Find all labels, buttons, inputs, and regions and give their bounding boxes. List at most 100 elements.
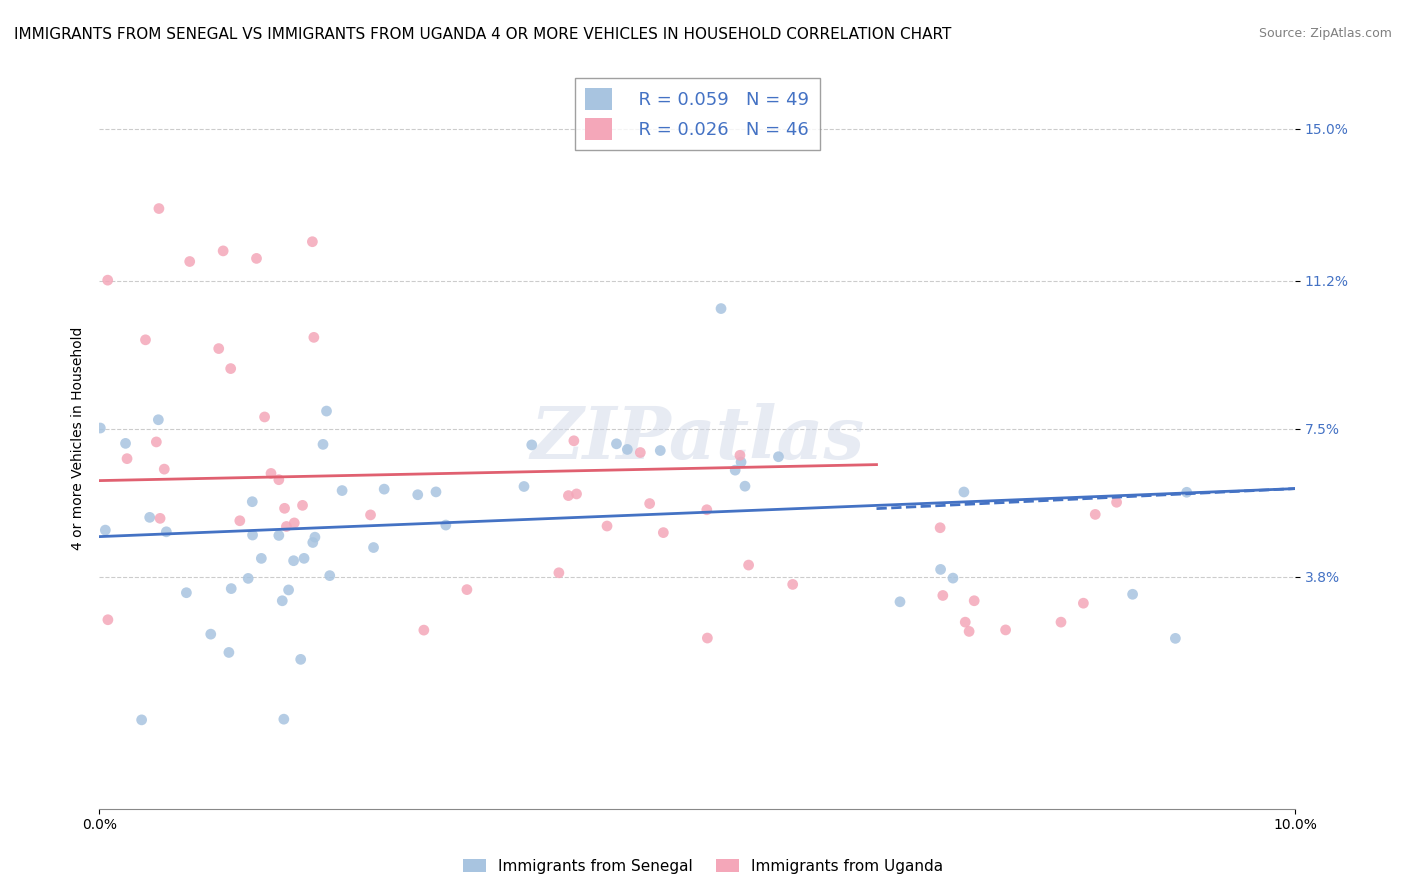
Point	[994, 623, 1017, 637]
Point	[652, 525, 675, 540]
Point	[148, 413, 170, 427]
Point	[245, 252, 267, 266]
Point	[557, 489, 579, 503]
Point	[547, 566, 569, 580]
Point	[696, 631, 718, 645]
Point	[425, 484, 447, 499]
Point	[153, 462, 176, 476]
Point	[963, 593, 986, 607]
Point	[301, 535, 323, 549]
Point	[513, 479, 536, 493]
Text: ZIPatlas: ZIPatlas	[530, 403, 865, 475]
Point	[155, 524, 177, 539]
Point	[97, 613, 120, 627]
Point	[304, 530, 326, 544]
Point	[1084, 508, 1107, 522]
Text: IMMIGRANTS FROM SENEGAL VS IMMIGRANTS FROM UGANDA 4 OR MORE VEHICLES IN HOUSEHOL: IMMIGRANTS FROM SENEGAL VS IMMIGRANTS FR…	[14, 27, 952, 42]
Point	[250, 551, 273, 566]
Point	[456, 582, 478, 597]
Point	[138, 510, 160, 524]
Point	[145, 434, 167, 449]
Point	[932, 589, 955, 603]
Point	[1105, 495, 1128, 509]
Point	[412, 623, 434, 637]
Point	[218, 645, 240, 659]
Point	[1050, 615, 1073, 629]
Point	[131, 713, 153, 727]
Point	[267, 528, 290, 542]
Point	[277, 582, 299, 597]
Point	[520, 438, 543, 452]
Point	[953, 485, 976, 500]
Point	[242, 528, 264, 542]
Point	[957, 624, 980, 639]
Text: Source: ZipAtlas.com: Source: ZipAtlas.com	[1258, 27, 1392, 40]
Point	[360, 508, 382, 522]
Point	[616, 442, 638, 457]
Point	[283, 554, 305, 568]
Point	[315, 404, 337, 418]
Point	[889, 595, 911, 609]
Point	[929, 562, 952, 576]
Point	[273, 712, 295, 726]
Point	[1164, 632, 1187, 646]
Point	[94, 523, 117, 537]
Point	[605, 437, 627, 451]
Point	[114, 436, 136, 450]
Point	[149, 511, 172, 525]
Point	[302, 330, 325, 344]
Point	[267, 473, 290, 487]
Point	[929, 521, 952, 535]
Point	[283, 516, 305, 530]
Point	[115, 451, 138, 466]
Point	[330, 483, 353, 498]
Point	[650, 443, 672, 458]
Point	[301, 235, 323, 249]
Point	[176, 585, 198, 599]
Point	[148, 202, 170, 216]
Point	[696, 502, 718, 516]
Point	[565, 487, 588, 501]
Y-axis label: 4 or more Vehicles in Household: 4 or more Vehicles in Household	[72, 326, 86, 550]
Point	[276, 519, 298, 533]
Point	[319, 568, 342, 582]
Point	[628, 445, 651, 459]
Point	[782, 577, 804, 591]
Point	[200, 627, 222, 641]
Point	[737, 558, 759, 572]
Point	[208, 342, 231, 356]
Point	[212, 244, 235, 258]
Legend: Immigrants from Senegal, Immigrants from Uganda: Immigrants from Senegal, Immigrants from…	[457, 853, 949, 880]
Point	[1122, 587, 1144, 601]
Point	[562, 434, 585, 448]
Point	[596, 519, 619, 533]
Point	[219, 361, 242, 376]
Point	[229, 514, 252, 528]
Point	[724, 463, 747, 477]
Point	[291, 499, 314, 513]
Point	[260, 467, 283, 481]
Point	[273, 501, 295, 516]
Point	[434, 518, 457, 533]
Point	[1073, 596, 1095, 610]
Point	[292, 551, 315, 566]
Point	[179, 254, 201, 268]
Point	[734, 479, 756, 493]
Point	[290, 652, 312, 666]
Point	[710, 301, 733, 316]
Point	[363, 541, 385, 555]
Point	[97, 273, 120, 287]
Point	[730, 455, 752, 469]
Point	[955, 615, 977, 629]
Point	[134, 333, 156, 347]
Point	[373, 482, 395, 496]
Point	[89, 421, 111, 435]
Point	[253, 409, 276, 424]
Point	[271, 594, 294, 608]
Point	[942, 571, 965, 585]
Point	[728, 448, 751, 462]
Legend:   R = 0.059   N = 49,   R = 0.026   N = 46: R = 0.059 N = 49, R = 0.026 N = 46	[575, 78, 820, 151]
Point	[768, 450, 790, 464]
Point	[406, 488, 429, 502]
Point	[1175, 485, 1198, 500]
